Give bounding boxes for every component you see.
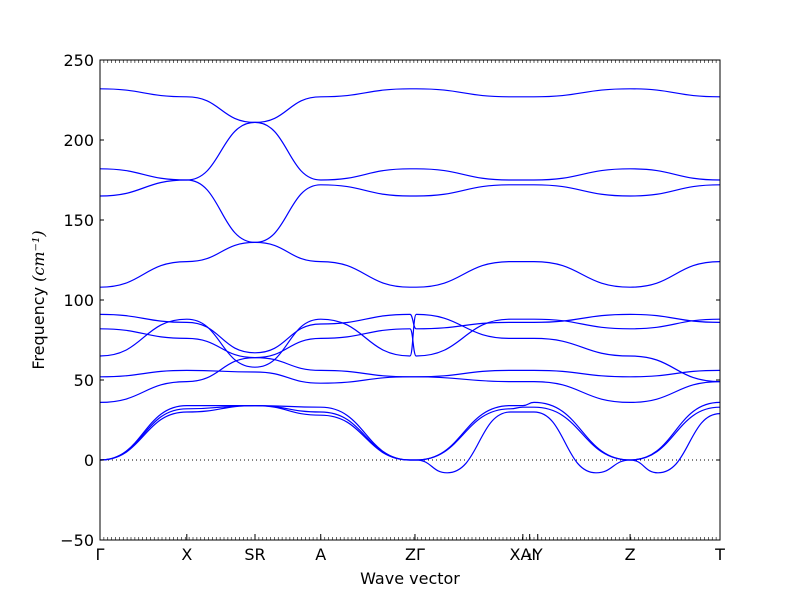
band-line-11 [99, 404, 721, 461]
band-line-7 [99, 313, 721, 383]
x-tick-label: SR [244, 545, 265, 564]
y-tick-label: 0 [84, 451, 94, 470]
x-tick-label: Z [625, 545, 636, 564]
band-line-4 [99, 241, 721, 288]
x-tick-label: XAI [510, 545, 537, 564]
y-tick-label: −50 [60, 531, 94, 550]
x-tick-label: A [315, 545, 326, 564]
x-axis-label: Wave vector [360, 569, 460, 588]
band-line-2 [99, 121, 721, 181]
series-group [99, 88, 721, 474]
band-line-9 [99, 356, 721, 404]
x-tick-label: X [181, 545, 192, 564]
x-tick-label: Γ [96, 545, 105, 564]
x-tick-label: ₁ [526, 545, 532, 564]
x-tick-label: Y [532, 545, 543, 564]
y-axis-label: Frequency (cm⁻¹) [29, 230, 48, 369]
band-line-1 [99, 88, 721, 124]
y-tick-label: 200 [63, 131, 94, 150]
x-tick-label: ZΓ [405, 545, 425, 564]
band-line-3 [99, 179, 721, 244]
y-axis: −50 0 50 100 150 200 250 [60, 51, 720, 550]
band-line-5 [99, 313, 721, 354]
y-tick-label: 250 [63, 51, 94, 70]
band-line-6 [99, 318, 721, 359]
y-tick-label: 50 [74, 371, 94, 390]
y-tick-label: 150 [63, 211, 94, 230]
x-tick-label: T [714, 545, 725, 564]
band-line-12 [99, 404, 721, 474]
y-tick-label: 100 [63, 291, 94, 310]
